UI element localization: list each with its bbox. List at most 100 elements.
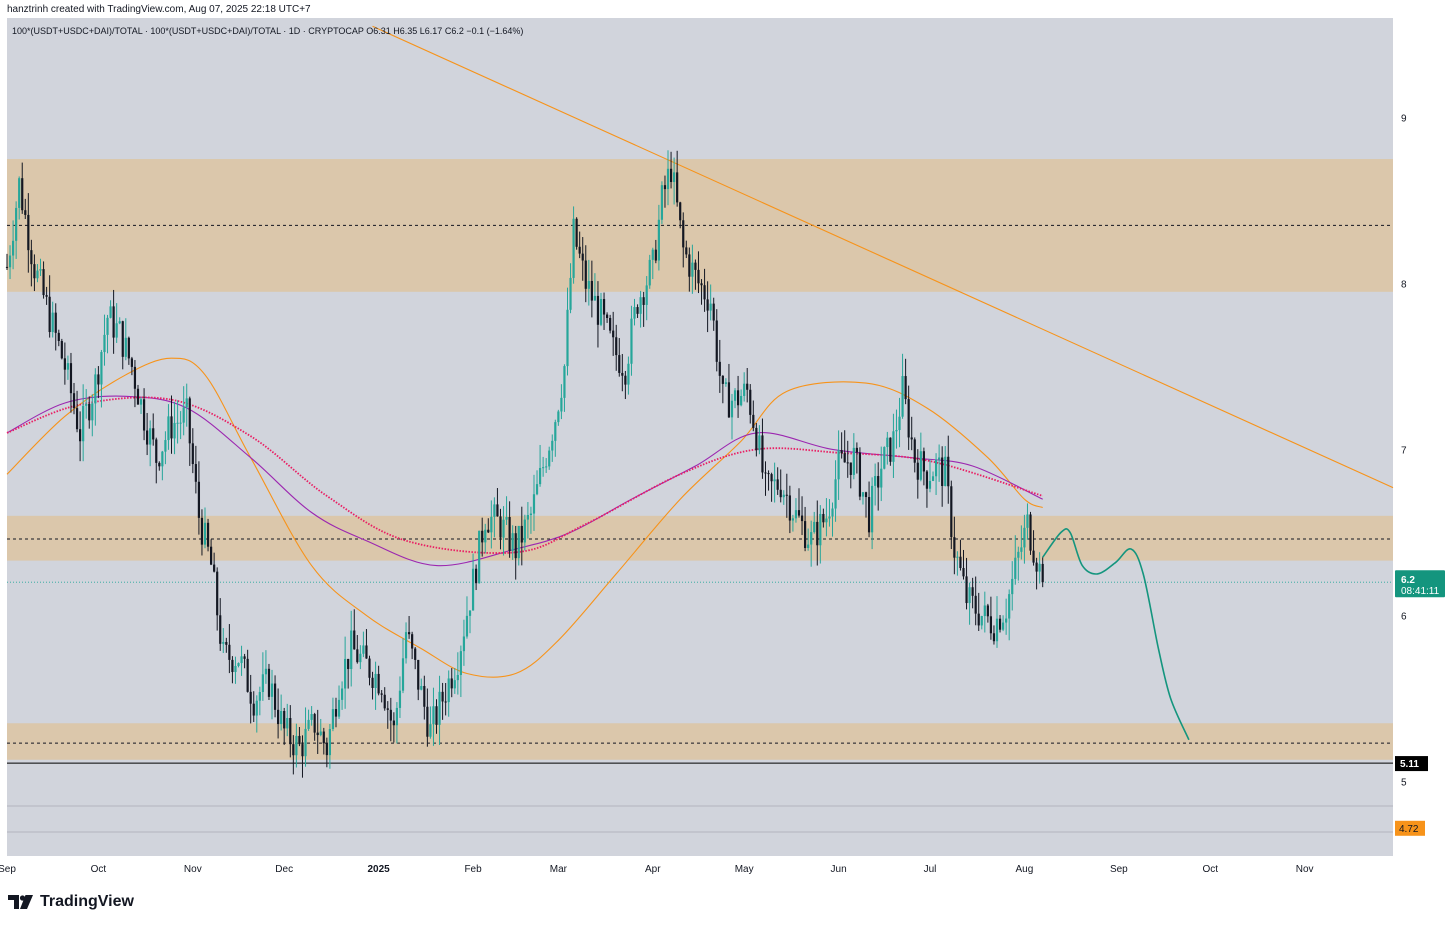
price-axis[interactable]: 9 8 7 6 5 6.208:41:11 5.11 4.72 xyxy=(1395,114,1445,836)
candle-122 xyxy=(377,665,380,696)
candle-body xyxy=(459,651,462,675)
candle-body xyxy=(730,400,734,418)
candle-body xyxy=(39,269,42,271)
time-axis[interactable]: Sep Oct Nov Dec 2025 Feb Mar Apr May Jun Jul Aug Sep… xyxy=(0,805,1393,875)
candle-132 xyxy=(407,616,411,639)
candle-body xyxy=(986,605,989,617)
candle-body xyxy=(874,476,877,486)
descending-trendline xyxy=(372,25,1394,489)
candle-253 xyxy=(776,467,779,495)
candle-318 xyxy=(974,576,977,626)
candle-170 xyxy=(523,514,526,551)
candle-body xyxy=(30,250,33,265)
candle-166 xyxy=(511,525,514,560)
candle-267 xyxy=(819,505,822,564)
candle-214 xyxy=(657,204,660,271)
candle-body xyxy=(435,706,438,725)
candle-body xyxy=(746,383,749,390)
candle-body xyxy=(837,450,840,480)
candle-body xyxy=(429,724,432,737)
candle-body xyxy=(575,218,578,247)
candle-83 xyxy=(258,686,261,716)
candle-52 xyxy=(164,431,167,465)
candle-body xyxy=(136,388,140,405)
candle-body xyxy=(176,422,179,424)
candle-90 xyxy=(280,694,283,731)
candle-99 xyxy=(307,709,310,731)
candle-body xyxy=(755,427,758,451)
candle-body xyxy=(861,492,865,497)
candle-body xyxy=(155,439,158,463)
candle-body xyxy=(785,494,788,496)
candle-body xyxy=(283,710,286,729)
tradingview-footer[interactable]: TradingView xyxy=(8,893,134,911)
candle-190 xyxy=(584,245,587,303)
candle-body xyxy=(325,743,328,756)
candle-body xyxy=(828,516,831,519)
candle-137 xyxy=(423,675,426,720)
candle-187 xyxy=(575,217,578,250)
candle-body xyxy=(404,632,408,659)
candle-100 xyxy=(310,706,313,726)
candle-body xyxy=(112,306,115,338)
candle-body xyxy=(72,393,76,409)
candle-200 xyxy=(615,324,618,371)
candle-129 xyxy=(398,676,402,718)
candle-203 xyxy=(624,370,627,400)
candle-11 xyxy=(39,258,42,276)
candle-283 xyxy=(867,481,871,538)
candle-body xyxy=(63,358,66,370)
candle-body xyxy=(1026,514,1029,528)
candle-body xyxy=(24,210,27,215)
candle-body xyxy=(280,710,283,725)
candle-329 xyxy=(1008,589,1011,641)
candle-body xyxy=(538,467,542,485)
orange-badge xyxy=(1395,820,1425,836)
candle-206 xyxy=(633,298,636,326)
candle-body xyxy=(989,616,993,634)
candle-body xyxy=(170,416,173,439)
candle-body xyxy=(45,295,48,297)
candle-body xyxy=(934,459,938,477)
candle-88 xyxy=(273,675,277,718)
candle-body xyxy=(142,399,146,431)
candle-69 xyxy=(216,567,219,631)
candle-body xyxy=(106,317,109,335)
candle-244 xyxy=(749,384,752,424)
projection-path xyxy=(1042,528,1190,741)
candle-19 xyxy=(63,342,66,385)
candle-249 xyxy=(764,461,767,496)
symbol-legend[interactable]: 100*(USDT+USDC+DAI)/TOTAL · 100*(USDT+US… xyxy=(12,26,524,36)
candle-64 xyxy=(200,509,204,556)
candle-body xyxy=(648,259,651,286)
candle-319 xyxy=(977,592,980,631)
candle-body xyxy=(79,429,82,442)
candle-55 xyxy=(173,401,176,455)
candle-body xyxy=(843,453,846,463)
candle-body xyxy=(133,366,137,389)
candle-213 xyxy=(654,239,657,264)
candle-70 xyxy=(219,598,222,651)
candle-body xyxy=(194,464,197,482)
candle-body xyxy=(523,519,526,543)
candle-75 xyxy=(234,656,237,684)
candle-199 xyxy=(612,311,615,356)
candle-250 xyxy=(767,470,770,491)
candle-body xyxy=(596,295,600,325)
candle-body xyxy=(892,431,895,462)
candle-body xyxy=(694,262,697,270)
candle-158 xyxy=(487,518,490,534)
candle-304 xyxy=(931,471,935,482)
candle-body xyxy=(998,618,1002,630)
candle-body xyxy=(554,422,557,441)
candle-body xyxy=(666,168,670,190)
candle-242 xyxy=(743,372,746,402)
candle-218 xyxy=(669,151,673,189)
candle-47 xyxy=(149,420,152,467)
zones-layer xyxy=(7,159,1393,760)
candle-295 xyxy=(904,358,907,405)
time-tick-oct: Oct xyxy=(91,864,107,875)
candle-body xyxy=(1017,551,1020,558)
candle-98 xyxy=(304,707,307,767)
